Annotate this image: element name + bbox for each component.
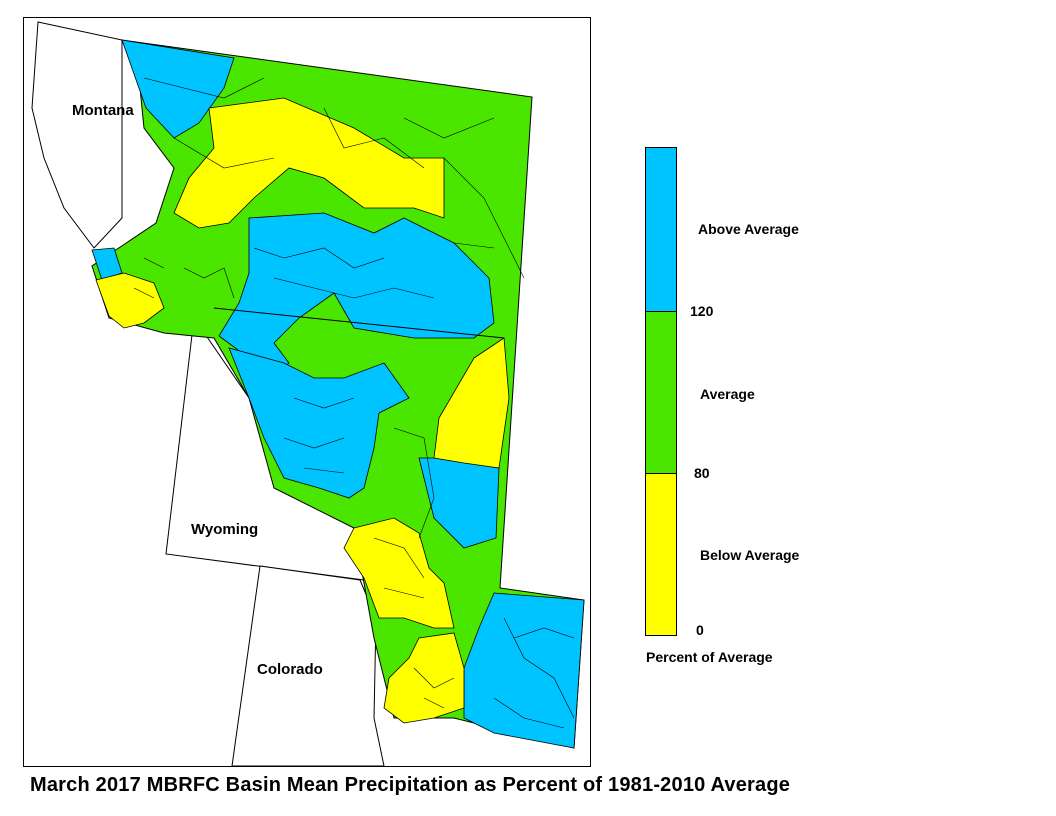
basin-region-below-4 (343, 517, 455, 629)
basin-region-below-3 (433, 337, 510, 469)
basin-region-below-2 (95, 272, 165, 329)
basin-boundaries (133, 77, 575, 729)
legend-break-120: 120 (690, 303, 714, 319)
basin-region-above-2 (218, 212, 495, 379)
basin-region-below-1 (173, 97, 445, 229)
legend-swatch-below (646, 474, 676, 635)
state-label-wyoming: Wyoming (191, 521, 258, 538)
colorado-outline (231, 565, 385, 766)
basin-region-above-6 (91, 247, 123, 281)
montana-outline (31, 21, 123, 249)
legend-break-80: 80 (694, 465, 710, 481)
legend-color-bar (645, 147, 677, 636)
basin-region-above-1 (121, 39, 235, 139)
state-label-colorado: Colorado (257, 661, 323, 678)
legend-label-above: Above Average (698, 221, 799, 237)
map-caption: March 2017 MBRFC Basin Mean Precipitatio… (30, 774, 791, 796)
basin-map: Montana Wyoming Colorado (23, 17, 591, 767)
legend-label-below: Below Average (700, 547, 800, 563)
legend-title: Percent of Average (646, 649, 773, 665)
state-boundary-line (213, 307, 505, 339)
legend-swatch-above (646, 148, 676, 312)
legend-label-average: Average (700, 386, 755, 402)
state-label-montana: Montana (72, 102, 134, 119)
basin-region-above-5 (463, 592, 585, 749)
legend-swatch-average (646, 312, 676, 474)
basin-map-svg: Montana Wyoming Colorado (31, 21, 585, 766)
basin-region-above-3 (228, 347, 410, 499)
legend-break-0: 0 (696, 622, 704, 638)
